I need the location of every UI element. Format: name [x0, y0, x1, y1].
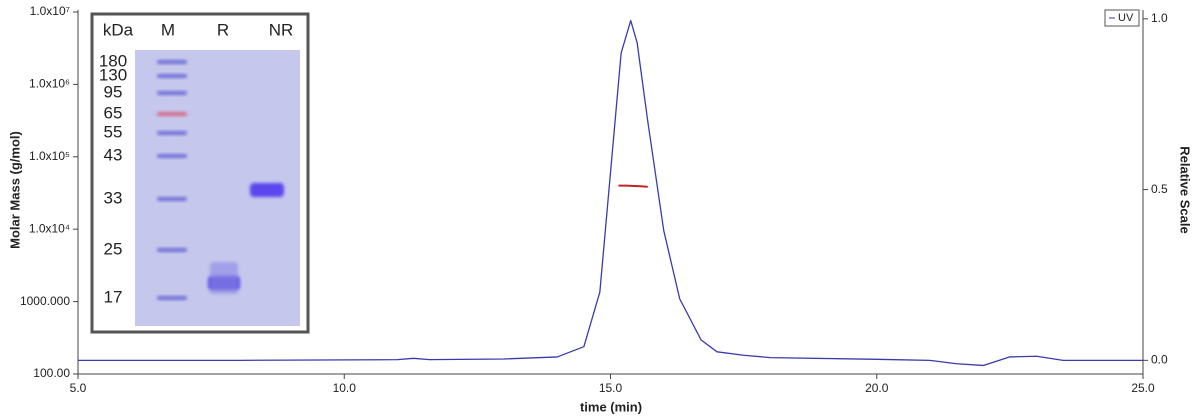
y-tick-label: 100.00	[33, 366, 70, 380]
y2-tick-label: 0.5	[1151, 182, 1168, 196]
x-tick-label: 15.0	[599, 381, 623, 395]
gel-header: kDa	[103, 20, 134, 39]
x-axis-label: time (min)	[580, 399, 642, 414]
marker-label: 65	[104, 103, 123, 122]
marker-label: 17	[104, 287, 123, 306]
gel-header: R	[217, 20, 229, 39]
legend-box	[1104, 9, 1140, 27]
y2-tick-label: 1.0	[1151, 11, 1168, 25]
y-tick-label: 1000.000	[20, 294, 70, 308]
marker-band	[157, 154, 187, 158]
marker-band	[157, 131, 187, 135]
x-tick-label: 20.0	[865, 381, 889, 395]
marker-band	[157, 296, 187, 300]
marker-label: 55	[104, 122, 123, 141]
lane-band	[250, 183, 284, 197]
y-axis-label: Molar Mass (g/mol)	[7, 131, 22, 249]
gel-header: M	[161, 20, 175, 39]
x-tick-label: 10.0	[333, 381, 357, 395]
marker-label: 130	[99, 65, 127, 84]
series-line	[618, 184, 648, 188]
y-tick-label: 1.0x10⁵	[29, 149, 70, 163]
x-tick-label: 25.0	[1131, 381, 1155, 395]
marker-label: 33	[104, 188, 123, 207]
y-tick-label: 1.0x10⁴	[29, 221, 70, 235]
y-tick-label: 1.0x10⁶	[29, 77, 70, 91]
legend: UV	[1104, 9, 1140, 27]
y-tick-label: 1.0x10⁷	[30, 4, 70, 18]
x-tick-label: 5.0	[70, 381, 87, 395]
marker-band	[157, 91, 187, 95]
marker-label: 180	[99, 51, 127, 70]
marker-label: 43	[104, 145, 123, 164]
lane-smear	[210, 262, 238, 294]
series-line	[78, 19, 1143, 367]
y2-axis-label: Relative Scale	[1178, 146, 1193, 233]
marker-band	[157, 248, 187, 252]
marker-band	[157, 197, 187, 201]
marker-band	[157, 112, 187, 116]
gel-header: NR	[269, 20, 294, 39]
marker-band	[157, 74, 187, 78]
marker-label: 25	[104, 239, 123, 258]
marker-band	[157, 60, 187, 64]
marker-label: 95	[104, 82, 123, 101]
y2-tick-label: 0.0	[1151, 353, 1168, 367]
legend-label: UV	[1118, 12, 1134, 24]
